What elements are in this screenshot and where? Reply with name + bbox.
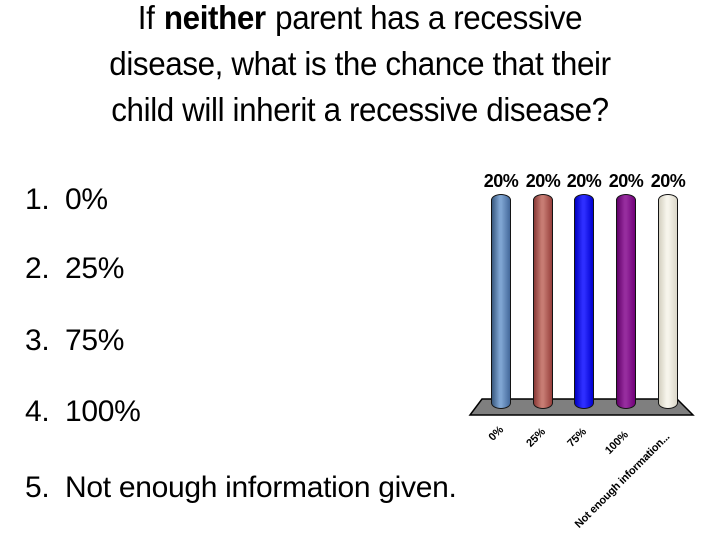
answer-item-4: 4. 100% — [25, 395, 141, 429]
answer-label: 100% — [65, 395, 141, 428]
cylinder-bar-1 — [491, 194, 511, 409]
answer-label: Not enough information given. — [65, 471, 457, 504]
answer-item-2: 2. 25% — [25, 252, 124, 286]
cylinder-bar-4 — [616, 194, 636, 409]
answer-number: 2. — [25, 252, 50, 285]
question-title: If neither parent has a recessive disease,… — [18, 0, 702, 133]
answer-label: 0% — [65, 183, 108, 216]
axis-category-label: 25% — [523, 426, 548, 450]
cylinder-bar-2 — [533, 194, 553, 409]
answer-number: 5. — [25, 471, 50, 504]
axis-category-label: Not enough information... — [572, 431, 673, 531]
answer-label: 25% — [65, 252, 125, 285]
bar-value-label: 20% — [650, 171, 686, 191]
answer-number: 3. — [25, 324, 50, 357]
title-line-3: child will inherit a recessive disease? — [111, 91, 609, 128]
title-line-1: If neither parent has a recessive — [18, 0, 702, 41]
answer-item-3: 3. 75% — [25, 324, 124, 358]
axis-category-label: 100% — [602, 429, 631, 457]
bar-value-label: 20% — [566, 171, 602, 191]
title-text: parent has a recessive — [275, 0, 583, 36]
cylinder-bar-5 — [658, 194, 678, 409]
title-text: If — [137, 0, 155, 36]
answer-label: 75% — [65, 324, 125, 357]
title-line-2: disease, what is the chance that their — [109, 45, 611, 82]
answer-item-1: 1. 0% — [25, 183, 108, 217]
bar-value-label: 20% — [608, 171, 644, 191]
bar-value-label: 20% — [483, 171, 519, 191]
title-bold-word: neither — [163, 0, 266, 36]
axis-category-label: 0% — [486, 424, 506, 444]
answer-number: 1. — [25, 183, 50, 216]
axis-category-label: 75% — [564, 426, 589, 450]
answer-number: 4. — [25, 395, 50, 428]
cylinder-bar-3 — [574, 194, 594, 409]
bar-value-label: 20% — [525, 171, 561, 191]
answer-item-5: 5. Not enough information given. — [25, 471, 457, 505]
